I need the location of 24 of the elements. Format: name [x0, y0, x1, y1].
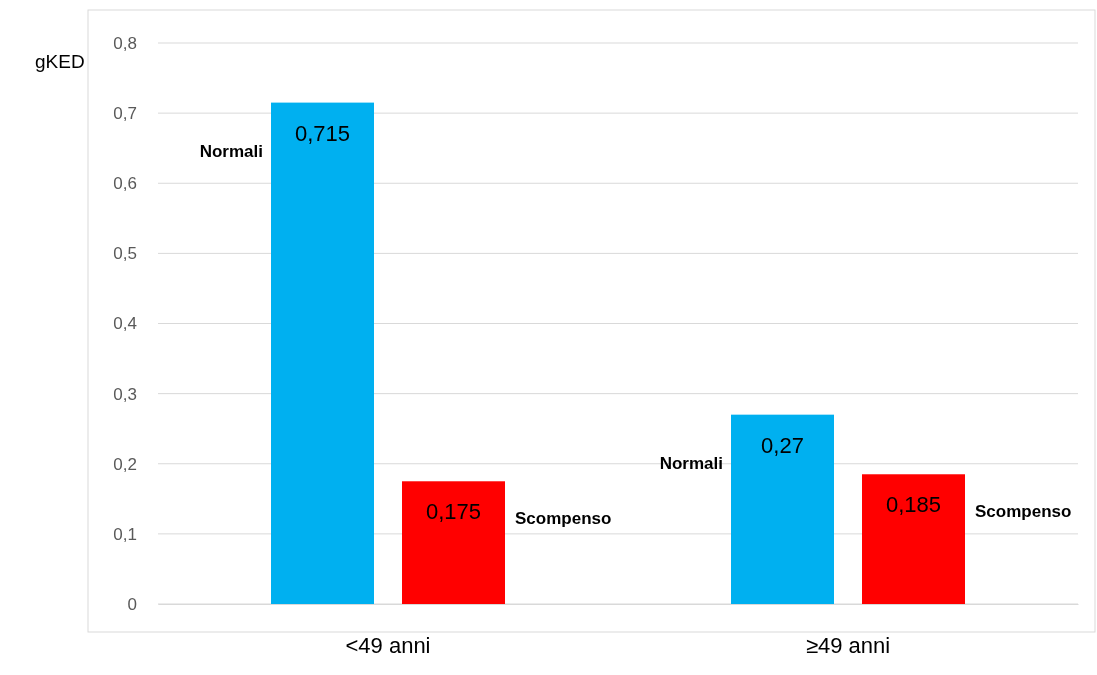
y-tick-label: 0,8	[113, 33, 137, 53]
text: Normali	[659, 453, 723, 473]
y-tick-label: 0,5	[113, 244, 137, 264]
data-label: 0,175	[425, 499, 482, 525]
y-tick-label: 0,2	[113, 454, 137, 474]
bar	[862, 474, 965, 604]
series-label: Normali	[199, 141, 263, 161]
series-label: Scompenso	[515, 509, 612, 529]
x-tick-label: ≥49 anni	[805, 633, 891, 659]
y-axis-title: gKED	[35, 51, 85, 72]
data-label: 0,185	[885, 492, 942, 518]
y-tick-label: 0	[127, 594, 137, 614]
bar	[271, 102, 374, 604]
y-tick-label: 0,3	[113, 384, 137, 404]
y-tick-label: 0,1	[113, 524, 137, 544]
bar	[731, 414, 834, 604]
bar	[402, 481, 505, 604]
y-tick-label: 0,7	[113, 104, 137, 124]
y-tick-label: 0,4	[113, 314, 137, 334]
x-tick-label: <49 anni	[345, 633, 431, 659]
data-label: 0,27	[761, 432, 804, 458]
data-label: 0,715	[294, 120, 351, 146]
y-tick-label: 0,6	[113, 174, 137, 194]
text: Scompenso	[975, 502, 1072, 522]
